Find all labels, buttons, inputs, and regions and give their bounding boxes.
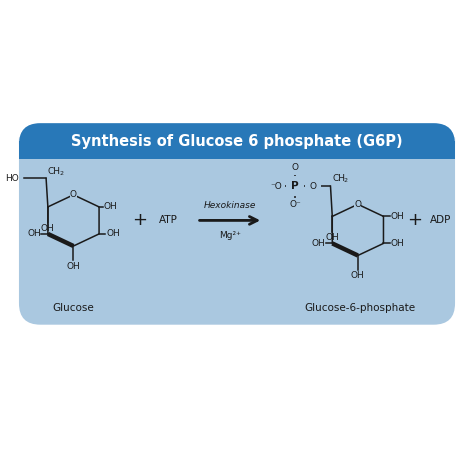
Text: CH: CH xyxy=(332,174,345,183)
Text: OH: OH xyxy=(106,229,120,238)
Text: O: O xyxy=(310,182,317,191)
Bar xyxy=(19,141,455,159)
Text: P: P xyxy=(291,181,299,191)
Text: O: O xyxy=(70,191,77,199)
Text: Mg²⁺: Mg²⁺ xyxy=(219,231,241,240)
Text: OH: OH xyxy=(391,239,404,248)
FancyBboxPatch shape xyxy=(19,123,455,159)
Text: 2: 2 xyxy=(344,178,347,183)
Text: O: O xyxy=(355,200,361,209)
Text: OH: OH xyxy=(66,262,81,271)
Text: OH: OH xyxy=(103,202,117,211)
Text: OH: OH xyxy=(351,271,365,280)
Text: OH: OH xyxy=(391,212,404,221)
Text: O: O xyxy=(292,163,299,172)
Text: ADP: ADP xyxy=(430,215,452,226)
Text: OH: OH xyxy=(311,239,325,248)
Text: Glucose: Glucose xyxy=(53,303,94,313)
Text: Glucose-6-phosphate: Glucose-6-phosphate xyxy=(305,303,416,313)
Text: OH: OH xyxy=(325,234,339,242)
Text: ⁻O: ⁻O xyxy=(271,182,283,191)
Text: CH: CH xyxy=(48,167,61,176)
Text: HO: HO xyxy=(5,174,19,183)
Text: +: + xyxy=(407,211,422,229)
Text: Hexokinase: Hexokinase xyxy=(204,201,256,210)
Text: +: + xyxy=(132,211,147,229)
Text: OH: OH xyxy=(41,224,55,233)
Text: ATP: ATP xyxy=(159,215,178,226)
Text: Synthesis of Glucose 6 phosphate (G6P): Synthesis of Glucose 6 phosphate (G6P) xyxy=(71,134,403,148)
FancyBboxPatch shape xyxy=(19,123,455,325)
Text: 2: 2 xyxy=(59,171,63,176)
Text: O⁻: O⁻ xyxy=(289,200,301,209)
Text: OH: OH xyxy=(27,229,41,238)
